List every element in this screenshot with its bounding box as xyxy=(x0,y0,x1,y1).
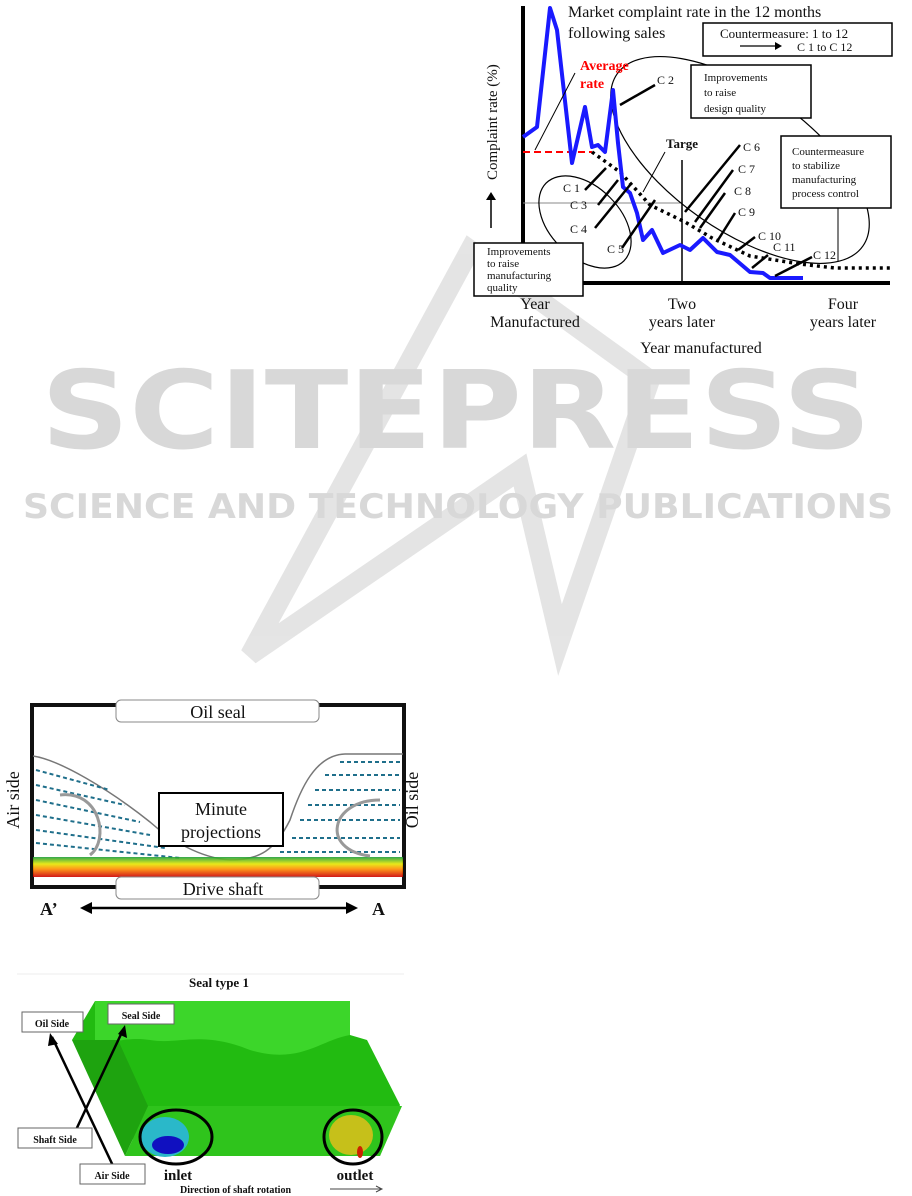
cm-label-c6: C 6 xyxy=(743,140,760,154)
velocity-vectors xyxy=(35,761,400,859)
oil-side-label: Oil side xyxy=(402,772,422,829)
legend-box xyxy=(702,22,893,57)
minute-projections-label-2: projections xyxy=(181,822,261,842)
x-tick-label: Four xyxy=(828,296,859,313)
seal-side-box xyxy=(107,1003,175,1025)
air-side-box xyxy=(79,1163,146,1185)
outlet-circle xyxy=(322,1108,384,1166)
oil-side-circulation-arrow xyxy=(335,798,381,858)
x-tick-label: years later xyxy=(810,314,877,331)
cm-label-c11: C 11 xyxy=(773,240,796,254)
seal-side-label: Seal Side xyxy=(122,1011,161,1022)
shaft-seal-axis-arrow xyxy=(73,1029,125,1133)
seal-type-title: Seal type 1 xyxy=(189,975,249,990)
oil-air-axis-arrow xyxy=(50,1036,117,1171)
x-axis-label: Year manufactured xyxy=(640,340,761,357)
y-axis-label: Complaint rate (%) xyxy=(485,64,501,180)
shaft-flow-band xyxy=(33,857,403,877)
a-prime-label: A’ xyxy=(40,899,58,919)
watermark-logo-shape xyxy=(241,235,662,676)
watermark-title: SCITEPRESS xyxy=(41,349,871,474)
process-box-line: Countermeasure xyxy=(792,146,864,158)
design-box-line: Improvements xyxy=(704,72,768,84)
air-side-circulation-arrow xyxy=(59,793,102,857)
design-quality-box xyxy=(690,64,812,119)
complaint-rate-figure: Market complaint rate in the 12 months f… xyxy=(473,4,893,357)
process-box-line: to stabilize xyxy=(792,160,840,172)
oil-side-label: Oil Side xyxy=(35,1019,70,1030)
x-tick-label: Manufactured xyxy=(490,314,580,331)
x-tick-label: Two xyxy=(668,296,696,313)
target-label: Targe xyxy=(666,136,698,151)
legend-line1: Countermeasure: 1 to 12 xyxy=(720,26,848,41)
cm-label-c3: C 3 xyxy=(570,198,587,212)
average-rate-label: Average xyxy=(580,59,629,74)
mfg-box-line: manufacturing xyxy=(487,270,552,282)
design-box-line: design quality xyxy=(704,103,767,115)
y-axis-arrow-head xyxy=(486,192,496,200)
average-rate-label-2: rate xyxy=(580,77,604,92)
inlet-circle xyxy=(138,1108,214,1166)
shaft-side-box xyxy=(17,1127,93,1149)
inlet-label: inlet xyxy=(164,1168,192,1184)
seal-side-face xyxy=(72,1040,148,1156)
legend-arrow-head xyxy=(775,42,782,50)
outlet-label: outlet xyxy=(337,1168,374,1184)
seal-housing-right xyxy=(318,703,406,889)
minute-projections-box xyxy=(158,792,284,847)
drive-shaft-label-box xyxy=(115,876,320,900)
cm-label-c10: C 10 xyxy=(758,229,781,243)
cm-label-c2: C 2 xyxy=(657,73,674,87)
rotation-arrow-head xyxy=(375,1185,384,1193)
drive-shaft-label: Drive shaft xyxy=(183,879,263,899)
cm-label-c8: C 8 xyxy=(734,184,751,198)
seal-type-figure: Seal type 1 Oil Side Seal Side Shaft Sid… xyxy=(17,973,404,1196)
cm-label-c1: C 1 xyxy=(563,181,580,195)
outlet-high-pressure xyxy=(357,1146,363,1158)
manufacturing-quality-box xyxy=(473,242,584,297)
minute-projections-label: Minute xyxy=(195,799,247,819)
cm-label-c5: C 5 xyxy=(607,242,624,256)
cm-label-c12: C 12 xyxy=(813,248,836,262)
oil-side-box xyxy=(21,1011,84,1033)
outlet-pressure-zone xyxy=(329,1115,373,1155)
cm-label-c9: C 9 xyxy=(738,205,755,219)
rotation-direction-label: Direction of shaft rotation xyxy=(180,1185,291,1196)
oil-seal-label: Oil seal xyxy=(190,702,246,722)
x-tick-label: Year xyxy=(520,296,550,313)
average-rate-pointer xyxy=(534,72,576,151)
watermark-subtitle: SCIENCE AND TECHNOLOGY PUBLICATIONS xyxy=(23,487,893,527)
oil-seal-label-box xyxy=(115,699,320,723)
inlet-low-pressure xyxy=(152,1136,184,1154)
target-pointer xyxy=(642,151,666,193)
process-box-line: manufacturing xyxy=(792,174,857,186)
a-label: A xyxy=(372,899,385,919)
x-tick-label: years later xyxy=(649,314,716,331)
design-box-line: to raise xyxy=(704,87,736,99)
legend-line2: C 1 to C 12 xyxy=(797,40,852,54)
oil-seal-flow-figure: Oil seal Drive shaft Minute projections … xyxy=(3,699,422,919)
air-side-label: Air side xyxy=(3,771,23,829)
complaint-rate-series xyxy=(521,6,803,280)
oil-side-arrow-head xyxy=(48,1033,58,1046)
process-control-box xyxy=(780,135,892,209)
shaft-side-label: Shaft Side xyxy=(33,1135,77,1146)
chart-title-line2: following sales xyxy=(568,25,665,42)
countermeasure-arrows xyxy=(584,83,813,278)
mfg-box-line: quality xyxy=(487,282,518,294)
arrow-right-head xyxy=(346,902,358,914)
target-dotted-line xyxy=(590,150,890,270)
seal-side-arrow-head xyxy=(118,1025,127,1038)
chart-title-line1: Market complaint rate in the 12 months xyxy=(568,4,821,21)
arrow-left-head xyxy=(80,902,92,914)
process-box-line: process control xyxy=(792,188,859,200)
cm-label-c7: C 7 xyxy=(738,162,755,176)
seal-housing-left xyxy=(30,703,117,889)
watermark: SCITEPRESS SCIENCE AND TECHNOLOGY PUBLIC… xyxy=(23,235,893,676)
mfg-box-line: Improvements xyxy=(487,246,551,258)
cm-label-c4: C 4 xyxy=(570,222,587,236)
air-side-label-2: Air Side xyxy=(94,1171,130,1182)
mfg-box-line: to raise xyxy=(487,258,519,270)
